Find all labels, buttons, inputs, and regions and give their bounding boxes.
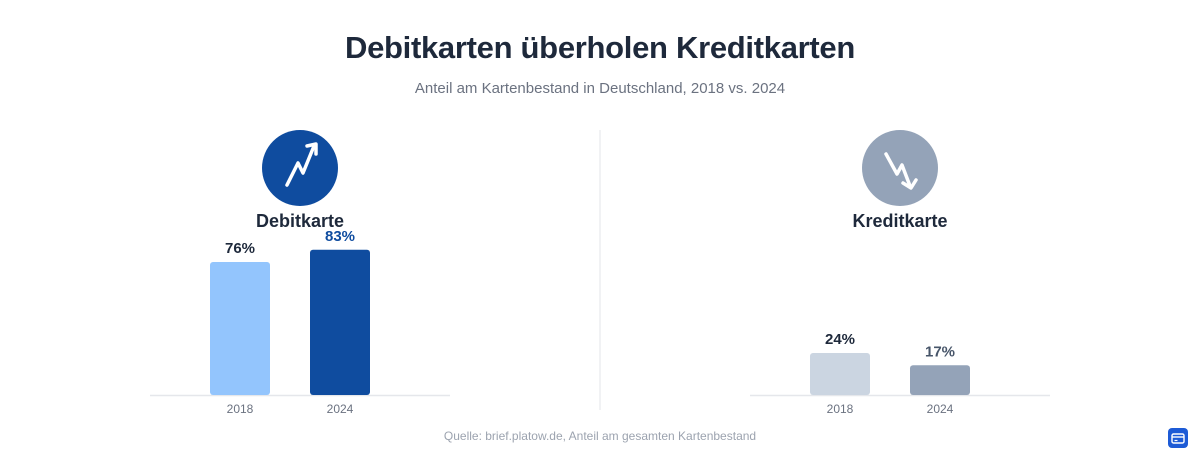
bar-2018 xyxy=(210,262,270,395)
value-label: 17% xyxy=(925,343,955,360)
panel-debitkarte: Debitkarte 76% 2018 83% 2024 xyxy=(150,130,450,416)
x-tick-label: 2018 xyxy=(227,402,254,416)
value-label: 83% xyxy=(325,228,355,245)
card-button[interactable] xyxy=(1168,428,1188,448)
panel-kreditkarte: Kreditkarte 24% 2018 17% 2024 xyxy=(600,0,1200,460)
chart-title: Debitkarten überholen Kreditkarten xyxy=(344,30,856,65)
source-note: Quelle: brief.platow.de, Anteil am gesam… xyxy=(443,429,757,443)
x-tick-label: 2018 xyxy=(827,402,854,416)
trend-down-icon xyxy=(862,130,938,206)
bar-2018 xyxy=(810,353,870,395)
bar-2024 xyxy=(910,365,970,395)
bar-chart-debitkarte: 76% 2018 83% 2024 xyxy=(150,228,450,416)
panel-divider xyxy=(599,130,601,410)
value-label: 76% xyxy=(225,240,255,257)
card-icon xyxy=(1171,433,1185,444)
value-label: 24% xyxy=(825,331,855,348)
panel-label: Debitkarte xyxy=(255,211,345,231)
bar-2024 xyxy=(310,249,370,395)
panel-label: Kreditkarte xyxy=(852,211,948,231)
trend-up-icon xyxy=(262,130,338,206)
x-tick-label: 2024 xyxy=(327,402,354,416)
bar-chart-kreditkarte: 24% 2018 17% 2024 xyxy=(750,331,1050,416)
chart-subtitle: Anteil am Kartenbestand in Deutschland, … xyxy=(414,80,786,97)
x-tick-label: 2024 xyxy=(927,402,954,416)
